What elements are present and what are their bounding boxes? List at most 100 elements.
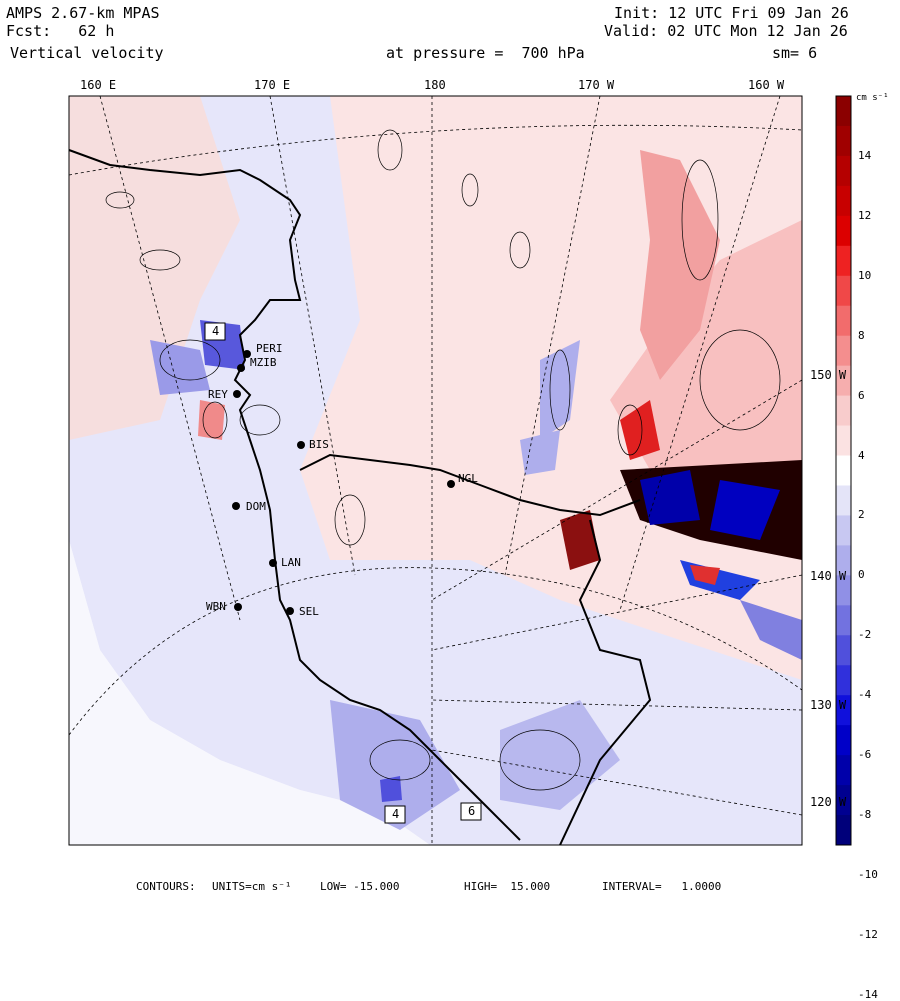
pink-region-west [69,96,240,440]
station-label-lan: LAN [281,556,301,569]
colorbar-tick-label: -2 [858,628,872,642]
contour [509,231,531,269]
lon-label-160w: 160 W [748,78,785,92]
outside-domain-shade [69,540,430,845]
colorbar-segment [836,245,851,277]
colorbar-tick-label: -8 [858,808,872,822]
colorbar-tick-label: 6 [858,388,865,402]
red-band-outer [610,220,802,480]
contour [377,129,403,171]
colorbar-tick-label: 4 [858,448,865,462]
blue-patch-se [740,600,802,660]
meridian-140w [431,574,802,651]
red-core-2 [690,565,720,585]
station-dot-bis [297,441,305,449]
colorbar-segment [836,365,851,397]
field-name: Vertical velocity [10,44,164,62]
colorbar-segment [836,755,851,786]
blue-patch-5 [330,700,460,830]
station-label-sel: SEL [299,605,319,618]
lon-label-170w: 170 W [578,78,615,92]
lon-label-160e: 160 E [80,78,117,92]
blue-patch-1 [150,340,210,395]
box-label-2: 4 [392,807,400,821]
colorbar-segment [836,185,851,217]
colorbar-segment [836,545,851,576]
colorbar-segment [836,815,851,846]
colorbar-tick-label: -6 [858,748,872,762]
contour [334,494,366,546]
footer-low: LOW= -15.000 [320,880,400,893]
box-label-3: 6 [468,804,476,818]
coastline-marie-byrd [559,519,652,845]
colorbar-segment [836,335,851,367]
station-dots [232,350,455,615]
blue-patch-7 [380,776,402,802]
contour [699,329,781,431]
station-label-rey: REY [208,388,228,401]
colorbar-tick-label: -14 [858,987,878,1001]
colorbar [836,96,851,846]
colorbar-units: cm s⁻¹ [856,93,889,103]
domain-box-3 [460,802,482,821]
colorbar-segment [836,725,851,756]
contour [105,191,135,209]
parallel-2 [69,567,802,736]
map-canvas [68,95,852,846]
lon-label-180: 180 [424,78,446,92]
station-dot-wbn [234,603,242,611]
colorbar-segment [836,96,851,127]
station-dot-ngl [447,480,455,488]
lon-label-140w: 140 W [810,569,847,583]
footer-units: UNITS=cm s⁻¹ [212,880,292,893]
meridian-130w [431,699,802,711]
colorbar-segment [836,275,851,307]
domain-box-1 [204,322,226,341]
blue-core-1 [640,470,700,525]
station-dot-sel [286,607,294,615]
colorbar-segment [836,215,851,247]
contour [239,404,281,436]
colorbar-segment [836,305,851,337]
colorbar-tick-label: -12 [858,927,878,941]
blue-patch-3 [540,340,580,440]
station-dot-lan [269,559,277,567]
colorbar-segment [836,665,851,696]
colorbar-tick-label: -10 [858,867,878,881]
footer-interval: INTERVAL= 1.0000 [602,880,722,893]
contour [202,401,228,439]
colorbar-frame [835,95,852,846]
meridian-160e [99,96,241,621]
colorbar-tick-label: 8 [858,328,865,342]
station-label-dom: DOM [246,500,266,513]
station-label-bis: BIS [309,438,329,451]
red-patch-west [198,400,225,440]
contour [499,729,581,791]
model-title: AMPS 2.67-km MPAS [6,4,160,22]
colorbar-segment [836,425,851,457]
station-dot-dom [232,502,240,510]
station-label-ngl: NGL [458,472,478,485]
station-label-mzib: MZIB [250,356,277,369]
colorbar-tick-label: 14 [858,148,872,162]
coastline-tam [69,149,521,841]
colorbar-segment [836,155,851,187]
colorbar-segment [836,575,851,606]
contour [461,173,479,207]
lon-label-150w: 150 W [810,368,847,382]
footer-contours-label: CONTOURS: [136,880,196,893]
contour [681,159,719,281]
station-dot-mzib [237,364,245,372]
colorbar-segment [836,605,851,636]
colorbar-segment [836,785,851,816]
colorbar-tick-label: -4 [858,688,872,702]
red-streak-north [640,150,720,380]
colorbar-tick-label: 0 [858,568,865,582]
parallel-1 [69,124,802,176]
smoothing-value: sm= 6 [772,44,818,62]
colorbar-segment [836,485,851,516]
domain-box-2 [384,805,406,824]
lon-label-170e: 170 E [254,78,291,92]
contour [369,739,431,781]
blue-patch-4 [520,430,560,475]
